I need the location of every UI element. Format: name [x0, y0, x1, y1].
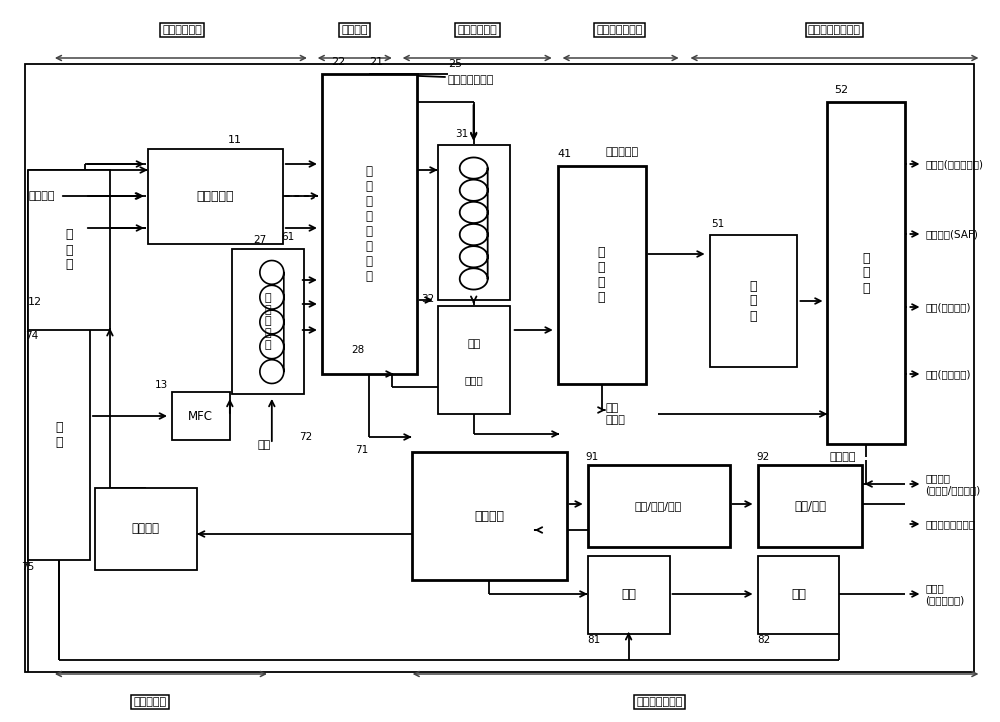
Text: 固体残渣: 固体残渣: [474, 510, 504, 523]
Text: 石脑油(生物石脑油): 石脑油(生物石脑油): [925, 159, 983, 169]
Text: 活性炭
(生物活性炭): 活性炭 (生物活性炭): [925, 583, 965, 605]
Text: 75: 75: [21, 562, 35, 572]
Text: 粒度调整: 粒度调整: [132, 523, 160, 536]
Bar: [588, 465, 730, 547]
Text: 分解油: 分解油: [464, 375, 483, 385]
Text: 流
化
床
式
分
解
装
置: 流 化 床 式 分 解 装 置: [366, 165, 373, 283]
Text: 51: 51: [711, 219, 724, 229]
Text: 13: 13: [155, 380, 169, 390]
Bar: [710, 235, 797, 367]
Text: 再利用工序: 再利用工序: [133, 697, 166, 707]
Text: 81: 81: [588, 635, 601, 645]
Bar: [412, 452, 567, 580]
Text: 混合/混炼/捏合: 混合/混炼/捏合: [635, 501, 682, 511]
Text: 非固体分解成分: 非固体分解成分: [448, 75, 494, 85]
Text: 74: 74: [25, 331, 39, 341]
Text: 分解油分离工序: 分解油分离工序: [596, 25, 643, 35]
Bar: [322, 74, 417, 374]
Text: 预处理装置: 预处理装置: [197, 190, 234, 203]
Text: 28: 28: [351, 345, 364, 355]
Bar: [25, 64, 974, 672]
Bar: [558, 166, 646, 384]
Text: 27: 27: [253, 235, 266, 245]
Text: 61: 61: [281, 232, 294, 242]
Text: 航空燃料(SAF): 航空燃料(SAF): [925, 229, 978, 239]
Text: 分解工序: 分解工序: [342, 25, 368, 35]
Text: 分
离
装
置: 分 离 装 置: [598, 246, 605, 304]
Text: 91: 91: [585, 452, 598, 462]
Bar: [148, 149, 283, 244]
Bar: [28, 310, 90, 560]
Text: 热
回
收
工
序: 热 回 收 工 序: [265, 293, 271, 349]
Text: 71: 71: [355, 445, 368, 455]
Bar: [438, 306, 510, 414]
Bar: [758, 465, 862, 547]
Text: 72: 72: [299, 432, 312, 442]
Text: 11: 11: [228, 135, 242, 145]
Text: 活性炭制造工序: 活性炭制造工序: [636, 697, 683, 707]
Text: 有机原料: 有机原料: [28, 191, 55, 201]
Text: 液体燃料制造工序: 液体燃料制造工序: [808, 25, 861, 35]
Bar: [827, 102, 905, 444]
Bar: [95, 488, 197, 570]
Text: 82: 82: [758, 635, 771, 645]
Text: 31: 31: [455, 129, 468, 139]
Text: 废气: 废气: [467, 339, 480, 349]
Text: 25: 25: [448, 59, 462, 69]
Bar: [588, 556, 670, 634]
Text: 轻质分解油: 轻质分解油: [606, 147, 639, 157]
Text: 12: 12: [28, 297, 42, 307]
Text: 21: 21: [369, 57, 383, 67]
Text: 蒸馏残油: 蒸馏残油: [829, 452, 856, 462]
Text: 固体燃料
(生物煤/生物焦炭): 固体燃料 (生物煤/生物焦炭): [925, 473, 981, 495]
Text: 精制: 精制: [791, 588, 806, 601]
Text: 22: 22: [331, 57, 345, 67]
Text: 成型/焙烧: 成型/焙烧: [794, 500, 826, 513]
Text: 碳
颗
粒: 碳 颗 粒: [65, 228, 73, 271]
Text: MFC: MFC: [188, 409, 213, 422]
Bar: [28, 170, 110, 330]
Bar: [232, 249, 304, 394]
Text: 活化: 活化: [621, 588, 636, 601]
Text: 固体燃料制造工序: 固体燃料制造工序: [925, 519, 975, 529]
Bar: [758, 556, 839, 634]
Text: 92: 92: [756, 452, 769, 462]
Text: 改
性
炉: 改 性 炉: [750, 279, 757, 323]
Text: 52: 52: [834, 85, 849, 95]
Text: 柴油(生物柴油): 柴油(生物柴油): [925, 369, 971, 379]
Text: 载
气: 载 气: [55, 421, 63, 449]
Bar: [438, 145, 510, 300]
Text: 41: 41: [558, 149, 572, 159]
Text: 原料供给工序: 原料供给工序: [162, 25, 202, 35]
Text: 空气: 空气: [258, 440, 271, 450]
Text: 煤油(生物煤油): 煤油(生物煤油): [925, 302, 971, 312]
Text: 32: 32: [421, 294, 434, 304]
Text: 蒸
馏
塔: 蒸 馏 塔: [863, 251, 870, 295]
Text: 气液分离工序: 气液分离工序: [458, 25, 498, 35]
Bar: [172, 392, 230, 440]
Text: 重质
分解油: 重质 分解油: [606, 403, 625, 425]
